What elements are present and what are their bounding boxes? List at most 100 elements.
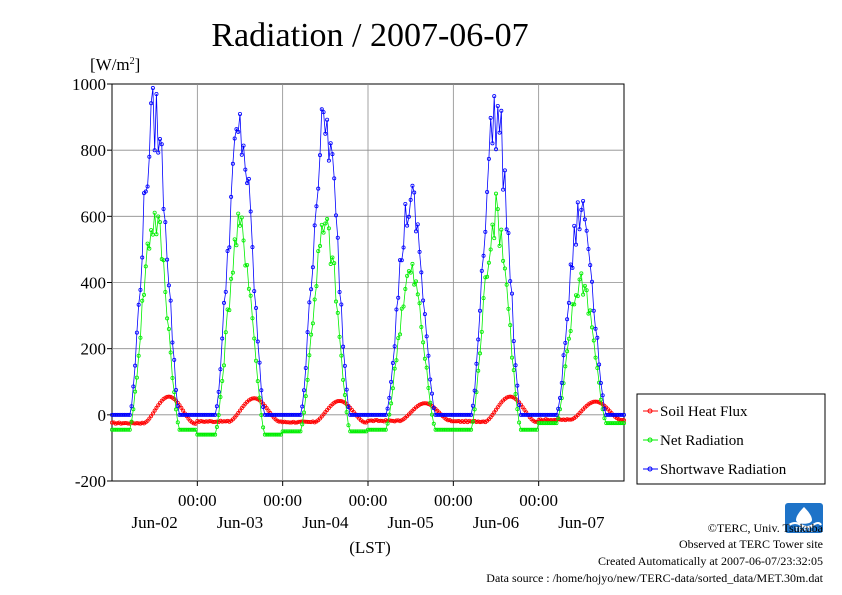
x-tick-date-label: Jun-05 xyxy=(388,513,434,532)
data-point xyxy=(126,412,131,417)
data-point xyxy=(248,293,253,298)
data-point xyxy=(397,332,402,337)
data-point xyxy=(570,265,575,270)
data-point xyxy=(392,344,397,349)
data-point xyxy=(309,287,314,292)
legend-swatch-marker xyxy=(647,466,653,472)
data-point xyxy=(396,336,401,341)
data-point xyxy=(595,366,600,371)
data-point xyxy=(499,108,504,113)
data-point xyxy=(127,427,132,432)
data-point xyxy=(193,427,198,432)
data-point xyxy=(570,302,575,307)
data-point xyxy=(317,153,322,158)
data-point xyxy=(333,299,338,304)
data-point xyxy=(321,110,326,115)
data-point xyxy=(501,187,506,192)
data-point xyxy=(513,363,518,368)
data-point xyxy=(252,396,257,401)
data-point xyxy=(600,393,605,398)
data-point xyxy=(216,389,221,394)
data-point xyxy=(586,246,591,251)
data-point xyxy=(381,412,386,417)
data-point xyxy=(323,221,328,226)
data-point xyxy=(408,270,413,275)
x-axis-label: (LST) xyxy=(349,538,391,557)
data-point xyxy=(239,152,244,157)
data-point xyxy=(431,421,436,426)
data-point xyxy=(513,392,518,397)
data-point xyxy=(467,412,472,417)
data-point xyxy=(213,412,218,417)
data-point xyxy=(211,412,216,417)
data-point xyxy=(278,432,283,437)
data-point xyxy=(497,243,502,248)
x-tick-date-label: Jun-07 xyxy=(558,513,605,532)
data-point xyxy=(133,389,138,394)
y-tick-label: 1000 xyxy=(72,75,106,94)
credit-created: Created Automatically at 2007-06-07/23:3… xyxy=(598,554,823,568)
data-point xyxy=(110,420,115,425)
data-point xyxy=(333,399,338,404)
data-point xyxy=(419,401,424,406)
data-point xyxy=(335,235,340,240)
credit-copyright: ©TERC, Univ. Tsukuba xyxy=(708,521,824,535)
x-tick-time-label: 00:00 xyxy=(519,491,558,510)
data-point xyxy=(211,432,216,437)
data-point xyxy=(577,227,582,232)
data-point xyxy=(147,246,152,251)
terc-logo: TERC xyxy=(785,503,823,534)
data-point xyxy=(476,337,481,342)
data-point xyxy=(410,183,415,188)
data-point xyxy=(138,287,143,292)
data-point xyxy=(325,117,330,122)
data-point xyxy=(310,321,315,326)
data-point xyxy=(113,421,118,426)
data-point xyxy=(341,377,346,382)
data-point xyxy=(298,429,303,434)
data-point xyxy=(490,222,495,227)
data-point xyxy=(163,289,168,294)
data-point xyxy=(490,141,495,146)
data-point xyxy=(413,229,418,234)
data-point xyxy=(214,419,219,424)
data-point xyxy=(143,264,148,269)
data-point xyxy=(207,419,212,424)
data-point xyxy=(431,406,436,411)
data-point xyxy=(154,232,159,237)
data-point xyxy=(227,308,232,313)
data-point xyxy=(250,245,255,250)
data-point xyxy=(277,419,282,424)
data-point xyxy=(561,353,566,358)
data-point xyxy=(470,419,475,424)
data-point xyxy=(385,406,390,411)
terc-logo-wave xyxy=(788,522,822,528)
data-point xyxy=(339,399,344,404)
data-point xyxy=(591,308,596,313)
data-point xyxy=(426,353,431,358)
data-point xyxy=(522,407,527,412)
data-point xyxy=(237,223,242,228)
data-point xyxy=(173,407,178,412)
data-point xyxy=(575,294,580,299)
terc-logo-text: TERC xyxy=(794,527,813,534)
data-point xyxy=(533,427,538,432)
data-point xyxy=(301,410,306,415)
data-point xyxy=(429,391,434,396)
data-point xyxy=(408,197,413,202)
data-point xyxy=(552,412,557,417)
data-point xyxy=(419,325,424,330)
data-point xyxy=(134,330,139,335)
data-point xyxy=(495,104,500,109)
data-point xyxy=(454,419,459,424)
data-point xyxy=(394,307,399,312)
data-point xyxy=(140,298,145,303)
data-point xyxy=(467,427,472,432)
data-point xyxy=(497,130,502,135)
legend-swatch-marker xyxy=(647,408,653,414)
data-point xyxy=(118,421,123,426)
data-point xyxy=(517,420,522,425)
data-point xyxy=(486,156,491,161)
data-point xyxy=(191,427,196,432)
terc-logo-mark xyxy=(796,507,812,524)
